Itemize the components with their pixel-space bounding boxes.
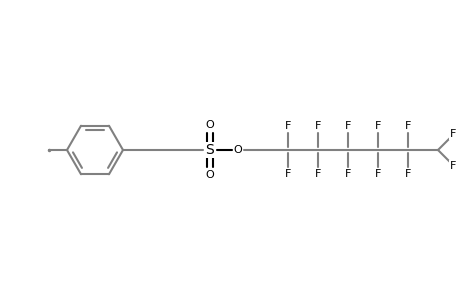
Text: F: F [374, 169, 381, 179]
Text: F: F [344, 121, 350, 131]
Text: O: O [205, 170, 214, 180]
Text: F: F [284, 169, 291, 179]
Text: F: F [449, 161, 455, 171]
Text: S: S [205, 143, 214, 157]
Text: F: F [344, 169, 350, 179]
Text: F: F [449, 129, 455, 139]
Text: F: F [314, 121, 320, 131]
Text: O: O [233, 145, 242, 155]
Text: F: F [314, 169, 320, 179]
Text: F: F [374, 121, 381, 131]
Text: F: F [284, 121, 291, 131]
Text: O: O [205, 120, 214, 130]
Text: F: F [404, 121, 410, 131]
Text: F: F [404, 169, 410, 179]
